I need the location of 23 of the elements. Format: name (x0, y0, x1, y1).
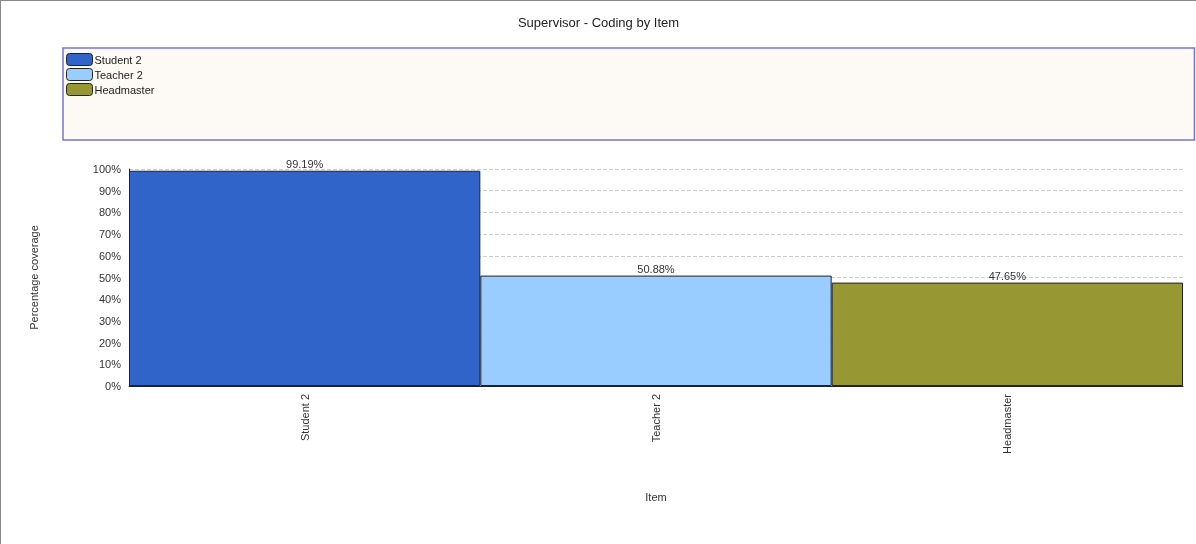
y-tick-label: 100% (92, 163, 122, 175)
y-tick-label: 80% (98, 206, 122, 219)
x-tick-label: Headmaster (1001, 393, 1014, 454)
y-tick-label: 50% (98, 271, 122, 284)
x-axis-title: Item (645, 490, 667, 503)
y-tick-label: 10% (98, 358, 122, 371)
data-label: 99.19% (286, 158, 324, 171)
y-tick-label: 40% (98, 293, 122, 306)
chart-title: Supervisor - Coding by Item (517, 15, 680, 30)
legend-label: Teacher 2 (94, 68, 143, 81)
y-tick-label: 20% (98, 336, 122, 349)
y-axis-title: Percentage coverage (27, 225, 40, 330)
y-tick-label: 30% (98, 314, 122, 327)
x-tick-label: Student 2 (298, 394, 311, 442)
y-tick-label: 70% (98, 228, 122, 241)
data-label: 47.65% (988, 270, 1027, 283)
x-tick-label: Teacher 2 (650, 394, 662, 443)
y-tick-label: 60% (98, 249, 122, 262)
y-tick-label: 0% (105, 380, 122, 392)
legend-label: Student 2 (94, 53, 142, 66)
y-tick-label: 90% (98, 184, 122, 197)
data-label: 50.88% (637, 263, 675, 276)
legend-label: Headmaster (94, 83, 155, 96)
